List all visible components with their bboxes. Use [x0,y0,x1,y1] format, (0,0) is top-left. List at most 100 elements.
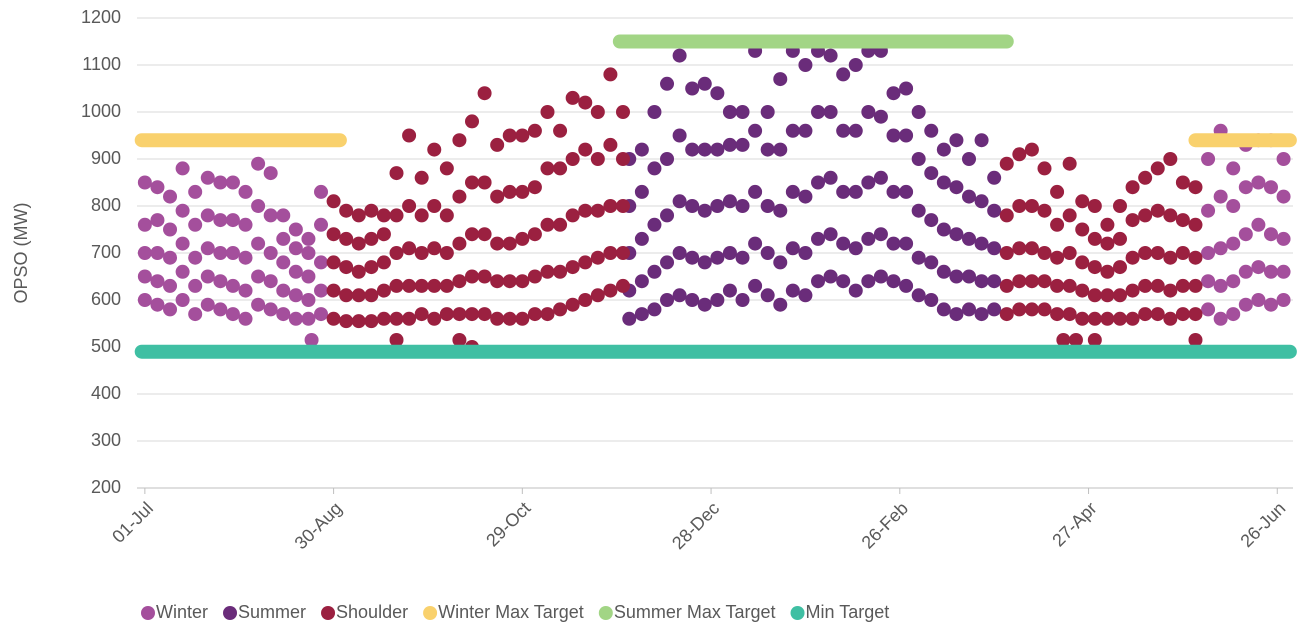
scatter-point [364,314,379,329]
scatter-point [634,142,649,157]
scatter-point [1150,278,1165,293]
scatter-point [962,302,977,317]
scatter-point [414,208,429,223]
scatter-point [1226,274,1241,289]
scatter-point [301,311,316,326]
scatter-point [1226,307,1241,322]
scatter-point [351,208,366,223]
scatter-point [1238,297,1253,312]
scatter-point [213,274,228,289]
scatter-point [685,250,700,265]
scatter-point [1037,203,1052,218]
scatter-point [962,189,977,204]
scatter-point [553,302,568,317]
scatter-point [288,288,303,303]
scatter-point [924,293,939,307]
scatter-point [647,302,662,317]
scatter-point [811,274,826,289]
scatter-point [427,241,442,256]
scatter-point [1012,147,1027,162]
y-tick-label: 300 [91,430,121,450]
scatter-point [200,297,215,312]
scatter-point [527,269,542,284]
scatter-point [590,203,605,218]
scatter-point [899,184,914,199]
scatter-point [314,283,329,298]
scatter-point [238,217,253,232]
scatter-point [836,274,851,289]
scatter-point [615,152,630,166]
scatter-point [351,236,366,251]
y-axis-label: OPSO (MW) [11,203,31,304]
scatter-point [798,189,813,204]
scatter-point [911,105,926,119]
legend-marker [321,606,336,620]
scatter-point [962,231,977,246]
scatter-point [615,246,630,260]
x-tick-label: 01-Jul [108,498,157,547]
scatter-point [339,231,354,246]
scatter-point [304,332,319,347]
scatter-point [163,222,178,237]
scatter-point [251,156,266,171]
scatter-point [452,274,467,289]
scatter-point [1238,227,1253,242]
scatter-point [402,128,417,143]
scatter-point [137,293,152,307]
y-tick-label: 200 [91,477,121,497]
y-tick-label: 1000 [81,101,121,121]
scatter-point [376,208,391,223]
scatter-point [1087,288,1102,303]
scatter-point [1150,203,1165,218]
scatter-point [1024,302,1039,317]
scatter-point [710,142,725,157]
scatter-point [1050,217,1065,232]
scatter-point [1226,199,1241,213]
scatter-point [634,231,649,246]
scatter-point [773,255,788,270]
scatter-point [936,175,951,190]
scatter-point [402,278,417,293]
scatter-point [276,231,291,246]
scatter-point [647,217,662,232]
scatter-point [200,170,215,185]
scatter-point [999,307,1014,322]
legend-marker [141,606,155,620]
scatter-point [748,278,763,293]
scatter-point [836,67,851,82]
scatter-point [137,175,152,190]
scatter-point [773,142,788,157]
x-tick-label: 30-Aug [291,498,346,553]
legend-label: Winter Max Target [438,602,584,622]
scatter-point [999,246,1014,260]
scatter-point [1062,307,1077,322]
scatter-point [873,170,888,185]
scatter-point [263,246,278,260]
scatter-point [427,278,442,293]
scatter-point [238,283,253,298]
scatter-point [276,307,291,322]
scatter-point [873,109,888,124]
y-tick-label: 600 [91,289,121,309]
scatter-point [1012,302,1027,317]
scatter-point [175,236,190,251]
scatter-point [326,283,341,298]
scatter-point [710,199,725,213]
scatter-point [251,236,266,251]
scatter-point [886,274,901,289]
scatter-point [1125,250,1140,265]
scatter-point [326,255,341,270]
scatter-point [301,246,316,260]
scatter-point [578,95,593,110]
scatter-point [974,133,989,148]
scatter-point [603,283,618,298]
scatter-point [1062,246,1077,260]
scatter-point [477,307,492,322]
scatter-point [238,184,253,199]
scatter-point [987,241,1002,256]
scatter-point [848,184,863,199]
legend-marker [423,606,438,620]
scatter-point [823,105,838,119]
scatter-point [490,236,505,251]
scatter-point [1112,260,1127,275]
